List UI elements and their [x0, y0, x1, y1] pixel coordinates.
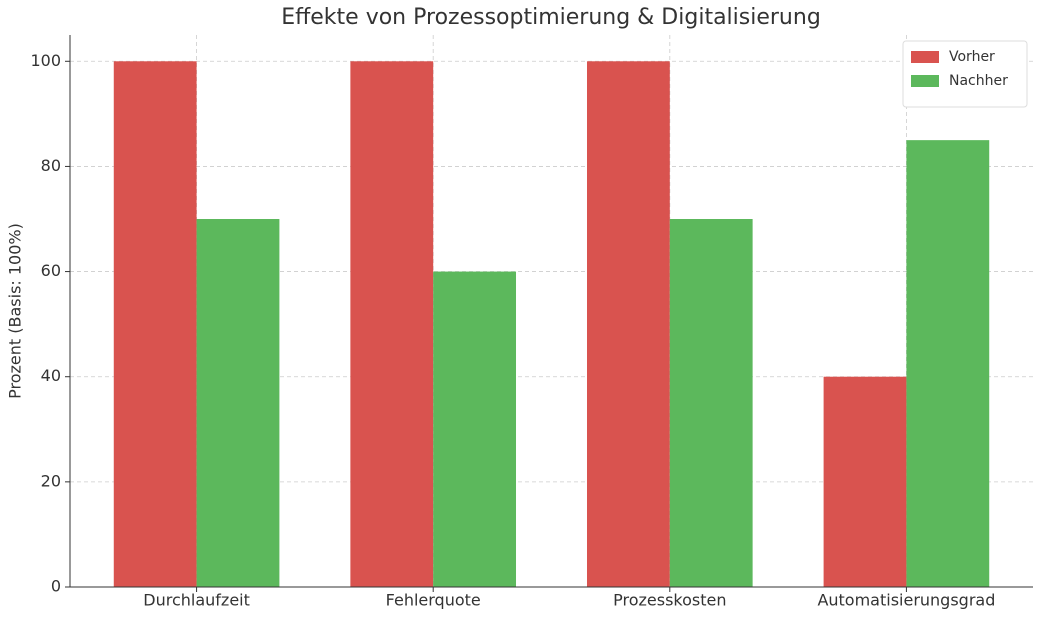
bar: [196, 219, 280, 587]
bar: [906, 140, 990, 587]
bar: [350, 61, 434, 588]
legend-swatch: [911, 51, 939, 63]
x-tick-label: Durchlaufzeit: [143, 591, 250, 610]
y-tick-label: 20: [41, 471, 61, 490]
bar: [113, 61, 197, 588]
x-tick-label: Automatisierungsgrad: [817, 591, 995, 610]
bar: [433, 271, 517, 587]
bar: [586, 61, 670, 588]
legend-label: Nachher: [949, 73, 1008, 89]
bar: [823, 376, 907, 587]
x-tick-label: Prozesskosten: [613, 591, 726, 610]
y-tick-label: 60: [41, 261, 61, 280]
legend-label: Vorher: [949, 49, 995, 65]
chart-title: Effekte von Prozessoptimierung & Digital…: [281, 5, 821, 30]
bar: [669, 219, 753, 587]
y-tick-label: 0: [51, 577, 61, 596]
y-tick-label: 100: [30, 51, 61, 70]
y-tick-label: 80: [41, 156, 61, 175]
y-axis-label: Prozent (Basis: 100%): [6, 223, 25, 399]
legend-swatch: [911, 75, 939, 87]
y-tick-label: 40: [41, 366, 61, 385]
x-tick-label: Fehlerquote: [386, 591, 481, 610]
